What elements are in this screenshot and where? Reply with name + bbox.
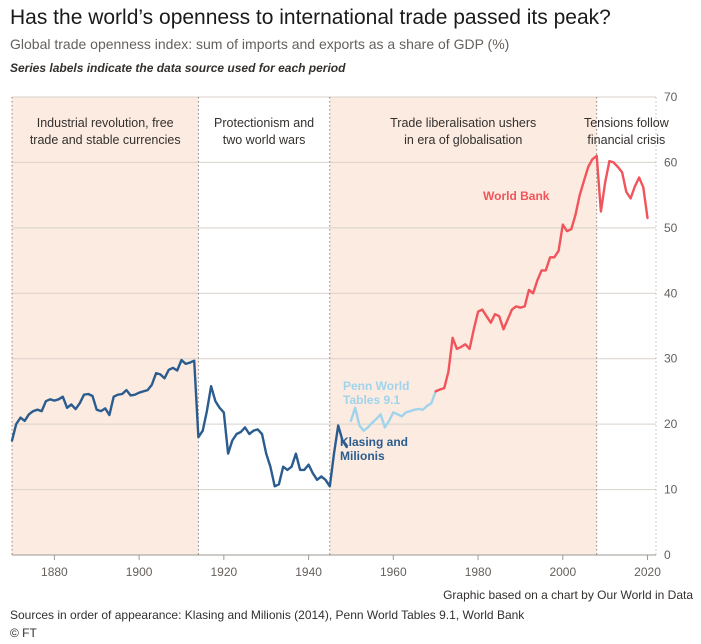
x-tick-label: 1920 (210, 565, 237, 579)
y-tick-label: 40 (664, 286, 678, 300)
y-tick-label: 60 (664, 155, 678, 169)
trade-openness-chart: 0 10 20 30 40 50 60 70 Industrial revolution, fr… (10, 90, 678, 579)
y-tick-label: 30 (664, 352, 678, 366)
series-label-worldbank: World Bank (483, 189, 550, 203)
series-label-penn: Penn World (343, 379, 409, 393)
series-note: Series labels indicate the data source u… (10, 61, 346, 75)
copyright: © FT (10, 626, 37, 640)
x-tick-label: 1880 (41, 565, 68, 579)
era-shade-2 (329, 97, 597, 555)
x-tick-label: 2020 (634, 565, 661, 579)
sources-note: Sources in order of appearance: Klasing … (10, 608, 525, 622)
series-label-klasing: Klasing and (340, 435, 408, 449)
page-title: Has the world’s openness to internationa… (10, 6, 611, 29)
era-label-0: trade and stable currencies (30, 133, 181, 147)
era-label-2: Trade liberalisation ushers (390, 116, 536, 130)
y-tick-label: 20 (664, 417, 678, 431)
series-label-klasing: Milionis (340, 449, 385, 463)
chart-subtitle: Global trade openness index: sum of impo… (10, 36, 510, 52)
era-label-3: financial crisis (587, 133, 665, 147)
series-label-penn: Tables 9.1 (343, 393, 400, 407)
chart-credit: Graphic based on a chart by Our World in… (443, 588, 693, 602)
era-label-0: Industrial revolution, free (37, 116, 174, 130)
era-label-1: two world wars (223, 133, 306, 147)
y-tick-label: 10 (664, 483, 678, 497)
era-label-1: Protectionism and (214, 116, 314, 130)
y-tick-label: 70 (664, 90, 678, 104)
series-line-penn (349, 390, 437, 432)
series-line-klasing (10, 358, 348, 488)
era-shade-0 (12, 97, 199, 555)
x-tick-label: 1940 (295, 565, 322, 579)
era-label-3: Tensions follow (584, 116, 670, 130)
y-tick-label: 50 (664, 221, 678, 235)
era-label-2: in era of globalisation (404, 133, 522, 147)
y-tick-label: 0 (664, 548, 671, 562)
x-tick-label: 1900 (126, 565, 153, 579)
x-tick-label: 1960 (380, 565, 407, 579)
x-tick-label: 1980 (465, 565, 492, 579)
series-line-worldbank (434, 154, 649, 393)
x-tick-label: 2000 (549, 565, 576, 579)
